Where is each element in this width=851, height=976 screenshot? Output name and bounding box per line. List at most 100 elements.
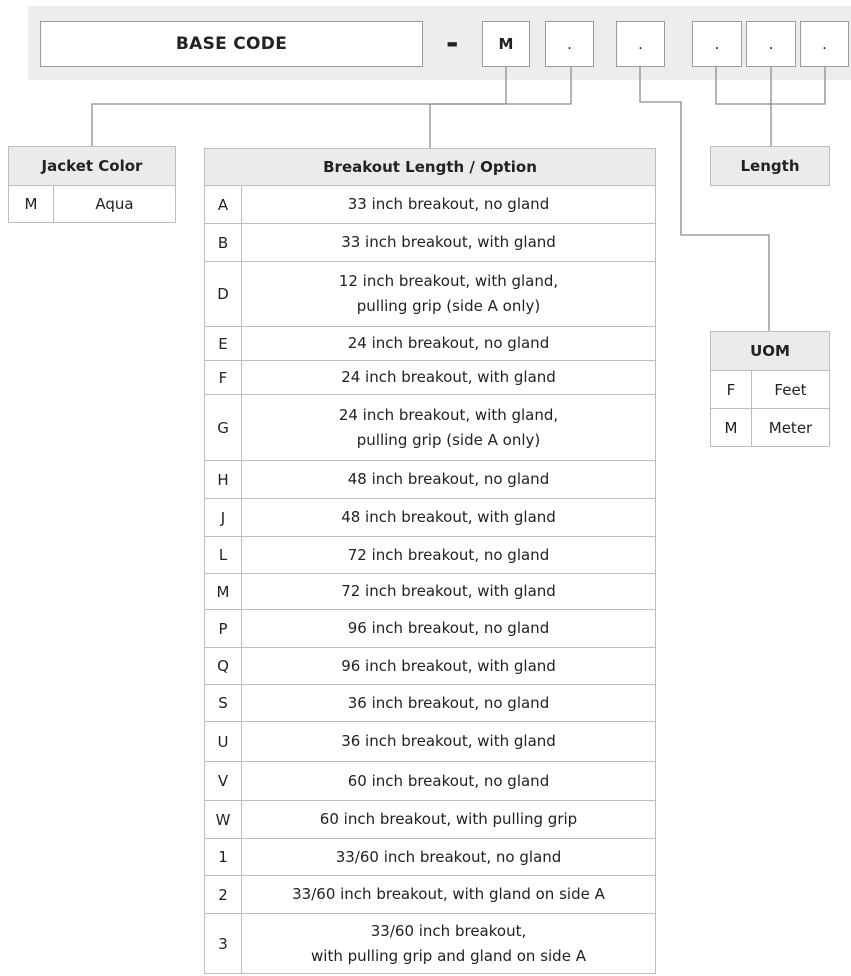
breakout-description-line: 36 inch breakout, with gland [341, 732, 556, 750]
breakout-code: S [204, 684, 242, 722]
table-row: S 36 inch breakout, no gland [204, 684, 656, 722]
breakout-description: 48 inch breakout, with gland [241, 498, 656, 537]
breakout-description: 24 inch breakout, with gland [241, 360, 656, 395]
table-row: U 36 inch breakout, with gland [204, 721, 656, 762]
breakout-description-line: 36 inch breakout, no gland [347, 693, 550, 712]
breakout-code: H [204, 460, 242, 499]
breakout-segment: . [545, 21, 594, 67]
breakout-code: W [204, 800, 242, 839]
table-row: D 12 inch breakout, with gland, pulling gr… [204, 261, 656, 327]
breakout-code: J [204, 498, 242, 537]
breakout-description: 72 inch breakout, with gland [241, 573, 656, 610]
table-row: 1 33/60 inch breakout, no gland [204, 838, 656, 876]
length-segment-3: . [800, 21, 849, 67]
breakout-description-line: pulling grip (side A only) [356, 430, 541, 449]
table-row: G 24 inch breakout, with gland, pulling gr… [204, 394, 656, 461]
jacket-color-table: Jacket Color M Aqua [8, 146, 176, 223]
breakout-description: 24 inch breakout, with gland, pulling gri… [241, 394, 656, 461]
breakout-description: 33/60 inch breakout, no gland [241, 838, 656, 876]
breakout-description: 33/60 inch breakout, with pulling grip an… [241, 913, 656, 974]
table-row: A 33 inch breakout, no gland [204, 185, 656, 224]
breakout-code: 1 [204, 838, 242, 876]
breakout-code: 2 [204, 875, 242, 914]
uom-title: UOM [710, 331, 830, 371]
uom-segment: . [616, 21, 665, 67]
breakout-code: F [204, 360, 242, 395]
breakout-description-line: 24 inch breakout, no gland [347, 334, 550, 352]
breakout-code: U [204, 721, 242, 762]
breakout-description-line: 24 inch breakout, with gland [341, 368, 556, 386]
jacket-code: M [8, 185, 54, 223]
breakout-description-line: with pulling grip and gland on side A [311, 946, 586, 965]
length-table: Length [710, 146, 830, 186]
breakout-description-line: 33/60 inch breakout, [370, 921, 527, 940]
uom-connector [639, 67, 770, 331]
table-row: J 48 inch breakout, with gland [204, 498, 656, 537]
table-row: Q 96 inch breakout, with gland [204, 647, 656, 685]
breakout-description: 96 inch breakout, with gland [241, 647, 656, 685]
table-row: 2 33/60 inch breakout, with gland on side… [204, 875, 656, 914]
breakout-code: G [204, 394, 242, 461]
jacket-color-title: Jacket Color [8, 146, 176, 186]
breakout-description-line: 48 inch breakout, no gland [347, 470, 550, 488]
uom-code: F [710, 370, 752, 409]
breakout-code: L [204, 536, 242, 574]
breakout-description: 12 inch breakout, with gland, pulling gri… [241, 261, 656, 327]
breakout-description-line: 96 inch breakout, no gland [347, 619, 550, 637]
breakout-description: 33 inch breakout, with gland [241, 223, 656, 262]
table-row: M 72 inch breakout, with gland [204, 573, 656, 610]
breakout-table: Breakout Length / Option A 33 inch breako… [204, 148, 656, 974]
breakout-description: 36 inch breakout, no gland [241, 684, 656, 722]
table-row: M Aqua [8, 185, 176, 223]
breakout-code: B [204, 223, 242, 262]
uom-table: UOM F Feet M Meter [710, 331, 830, 447]
table-row: V 60 inch breakout, no gland [204, 761, 656, 801]
uom-value: Meter [751, 408, 830, 447]
breakout-code: A [204, 185, 242, 224]
length-title: Length [710, 146, 830, 186]
breakout-description-line: 33 inch breakout, no gland [347, 195, 550, 213]
table-row: B 33 inch breakout, with gland [204, 223, 656, 262]
length-segment-2: . [746, 21, 796, 67]
uom-value: Feet [751, 370, 830, 409]
breakout-description-line: 33/60 inch breakout, no gland [335, 847, 562, 866]
table-row: P 96 inch breakout, no gland [204, 609, 656, 648]
breakout-code: E [204, 326, 242, 361]
jacket-value: Aqua [53, 185, 176, 223]
breakout-code: V [204, 761, 242, 801]
table-row: E 24 inch breakout, no gland [204, 326, 656, 361]
breakout-description: 33/60 inch breakout, with gland on side … [241, 875, 656, 914]
breakout-description: 96 inch breakout, no gland [241, 609, 656, 648]
breakout-description: 36 inch breakout, with gland [241, 721, 656, 762]
breakout-description-line: 48 inch breakout, with gland [341, 508, 556, 526]
table-row: 3 33/60 inch breakout, with pulling grip a… [204, 913, 656, 974]
breakout-title: Breakout Length / Option [204, 148, 656, 186]
breakout-description-line: 72 inch breakout, with gland [341, 582, 556, 600]
breakout-code: P [204, 609, 242, 648]
breakout-description-line: 96 inch breakout, with gland [341, 656, 556, 675]
code-dash: - [446, 26, 459, 61]
table-row: F Feet [710, 370, 830, 409]
table-row: L 72 inch breakout, no gland [204, 536, 656, 574]
breakout-description-line: pulling grip (side A only) [356, 297, 541, 315]
jacket-color-segment: M [482, 21, 530, 67]
breakout-description: 24 inch breakout, no gland [241, 326, 656, 361]
breakout-description: 72 inch breakout, no gland [241, 536, 656, 574]
length-segment-1: . [692, 21, 742, 67]
table-row: F 24 inch breakout, with gland [204, 360, 656, 395]
table-row: H 48 inch breakout, no gland [204, 460, 656, 499]
breakout-description: 48 inch breakout, no gland [241, 460, 656, 499]
table-row: W 60 inch breakout, with pulling grip [204, 800, 656, 839]
breakout-description-line: 33/60 inch breakout, with gland on side … [292, 885, 605, 903]
breakout-description: 60 inch breakout, no gland [241, 761, 656, 801]
breakout-description-line: 24 inch breakout, with gland, [338, 405, 559, 424]
breakout-code: 3 [204, 913, 242, 974]
breakout-code: M [204, 573, 242, 610]
breakout-description-line: 72 inch breakout, no gland [347, 545, 550, 564]
breakout-description-line: 33 inch breakout, with gland [341, 233, 556, 251]
breakout-description: 60 inch breakout, with pulling grip [241, 800, 656, 839]
base-code-box: BASE CODE [40, 21, 423, 67]
uom-code: M [710, 408, 752, 447]
breakout-code: D [204, 261, 242, 327]
breakout-code: Q [204, 647, 242, 685]
